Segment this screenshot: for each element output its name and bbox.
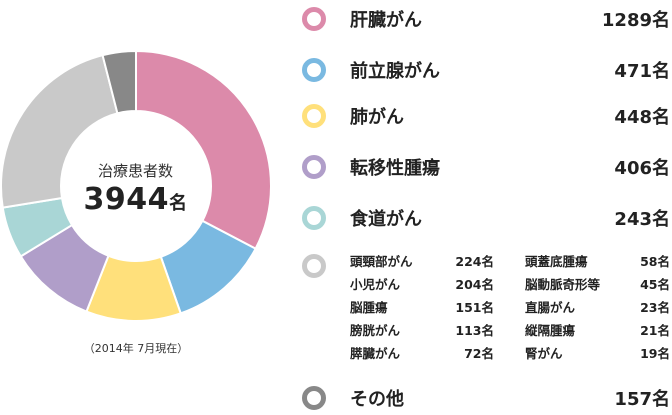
legend-value-metastatic: 406名 [614,158,670,179]
breakdown-value: 72名 [464,346,494,361]
breakdown-label: 膀胱がん [350,323,401,338]
legend-marker-other-group [302,254,326,278]
slice-liver [135,50,272,251]
breakdown-label: 脳動脈奇形等 [525,277,601,292]
breakdown-label: 頭頸部がん [350,254,413,269]
legend-item-lung: 肺がん 448名 [302,101,670,131]
breakdown-value: 19名 [640,346,670,361]
legend-marker-esophagus [302,206,326,230]
slice-other-group [0,53,119,209]
legend-item-other: その他 157名 [302,383,670,413]
breakdown-value: 204名 [455,277,494,292]
donut-chart [0,50,272,322]
breakdown-label: 頭蓋底腫瘍 [525,254,588,269]
legend-value-other: 157名 [614,389,670,410]
breakdown-label: 腎がん [525,346,563,361]
legend-marker-other [302,386,326,410]
legend-label-esophagus: 食道がん [350,209,422,230]
breakdown-value: 23名 [640,300,670,315]
legend-marker-lung [302,104,326,128]
breakdown-label: 脳腫瘍 [350,300,388,315]
legend-value-esophagus: 243名 [614,209,670,230]
legend-item-prostate: 前立腺がん 471名 [302,55,670,85]
legend-label-liver: 肝臓がん [350,10,422,31]
legend-marker-metastatic [302,155,326,179]
center-value: 3944名 [63,182,208,217]
breakdown-label: 小児がん [350,277,401,292]
legend-item-esophagus: 食道がん 243名 [302,203,670,233]
legend-value-liver: 1289名 [601,10,670,31]
legend-item-metastatic: 転移性腫瘍 406名 [302,152,670,182]
legend-item-liver: 肝臓がん 1289名 [302,4,670,34]
breakdown-value: 224名 [455,254,494,269]
legend-label-prostate: 前立腺がん [350,61,440,82]
center-unit: 名 [169,193,188,214]
breakdown-label: 直腸がん [525,300,576,315]
legend-label-lung: 肺がん [350,107,404,128]
center-title: 治療患者数 [97,162,173,180]
breakdown-value: 45名 [640,277,670,292]
slice-other [101,50,137,115]
breakdown-value: 151名 [455,300,494,315]
legend-marker-prostate [302,58,326,82]
as-of-note: （2014年 7月現在） [83,342,189,355]
breakdown-label: 縦隔腫瘍 [525,323,576,338]
breakdown-value: 113名 [455,323,494,338]
legend-value-lung: 448名 [614,107,670,128]
breakdown-value: 21名 [640,323,670,338]
legend-label-metastatic: 転移性腫瘍 [350,158,440,179]
legend-value-prostate: 471名 [614,61,670,82]
legend-label-other: その他 [350,389,404,410]
center-number: 3944 [83,182,169,217]
legend-marker-liver [302,7,326,31]
breakdown-value: 58名 [640,254,670,269]
breakdown-label: 膵臓がん [350,346,401,361]
